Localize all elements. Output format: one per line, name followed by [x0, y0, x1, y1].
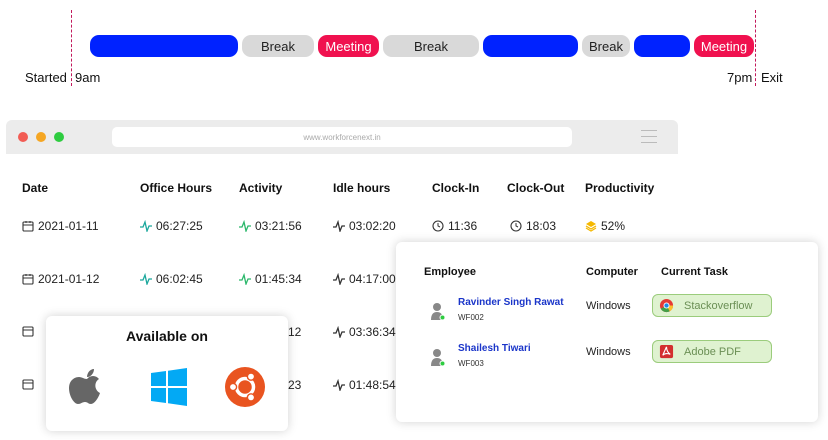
- date-cell: [22, 325, 34, 337]
- idle-hours-value: 03:02:20: [349, 219, 396, 233]
- computer-os: Windows: [586, 346, 631, 358]
- timeline-work-segment: [483, 35, 578, 57]
- column-header-productivity: Productivity: [585, 181, 655, 195]
- computer-header: Computer: [586, 266, 638, 278]
- employee-activity-card: Employee Computer Current Task Ravinder …: [396, 242, 818, 422]
- column-header-clock-out: Clock-Out: [507, 181, 565, 195]
- address-bar[interactable]: www.workforcenext.in: [112, 127, 572, 147]
- minimize-window-button[interactable]: [36, 132, 46, 142]
- pulse-icon: [333, 379, 345, 391]
- activity-cell: 03:21:56: [239, 219, 302, 233]
- available-on-card: Available on: [46, 316, 288, 431]
- office-hours-value: 06:02:45: [156, 272, 203, 286]
- pulse-icon: [140, 220, 152, 232]
- date-cell: [22, 378, 34, 390]
- clock-in-cell: 11:36: [432, 219, 477, 233]
- chrome-icon: [659, 298, 674, 313]
- office-hours-cell: 06:27:25: [140, 219, 203, 233]
- timeline-end-time: 7pm: [727, 70, 753, 85]
- computer-os: Windows: [586, 300, 631, 312]
- activity-cell: 23: [288, 378, 301, 392]
- column-header-clock-in: Clock-In: [432, 181, 480, 195]
- activity-value: 01:45:34: [255, 272, 302, 286]
- timeline-meeting-segment: Meeting: [694, 35, 754, 57]
- employee-name-link[interactable]: Shailesh Tiwari: [458, 343, 531, 354]
- office-hours-cell: 06:02:45: [140, 272, 203, 286]
- column-header-activity: Activity: [239, 181, 283, 195]
- employee-id: WF003: [458, 359, 484, 368]
- timeline-break-segment: Break: [582, 35, 630, 57]
- idle-hours-value: 04:17:00: [349, 272, 396, 286]
- task-label: Adobe PDF: [684, 345, 741, 358]
- calendar-icon: [22, 221, 34, 232]
- current-task-badge[interactable]: Stackoverflow: [652, 294, 772, 317]
- date-cell: 2021-01-12: [22, 272, 99, 286]
- employee-id: WF002: [458, 313, 484, 322]
- timeline-break-segment: Break: [242, 35, 314, 57]
- timeline-start-label: Started: [25, 70, 67, 85]
- office-hours-value: 06:27:25: [156, 219, 203, 233]
- available-on-title: Available on: [126, 328, 208, 344]
- close-window-button[interactable]: [18, 132, 28, 142]
- timeline-break-segment: Break: [383, 35, 479, 57]
- timeline-work-segment: [90, 35, 238, 57]
- date-value: 2021-01-12: [38, 272, 100, 286]
- pulse-icon: [333, 273, 345, 285]
- idle-hours-cell: 01:48:54: [333, 378, 396, 392]
- user-avatar-icon: [431, 303, 446, 321]
- date-cell: 2021-01-11: [22, 219, 99, 233]
- current-task-badge[interactable]: Adobe PDF: [652, 340, 772, 363]
- activity-value: 23: [288, 378, 302, 392]
- idle-hours-value: 03:36:34: [349, 325, 396, 339]
- layers-icon: [585, 221, 597, 232]
- column-header-date: Date: [22, 181, 49, 195]
- browser-toolbar: www.workforcenext.in: [6, 120, 678, 154]
- idle-hours-cell: 03:02:20: [333, 219, 396, 233]
- productivity-value: 52%: [601, 219, 626, 233]
- task-label: Stackoverflow: [684, 299, 753, 312]
- pulse-icon: [333, 326, 345, 338]
- clock-in-value: 11:36: [448, 219, 478, 233]
- idle-hours-cell: 03:36:34: [333, 325, 396, 339]
- timeline-end-label: Exit: [761, 70, 783, 85]
- date-value: 2021-01-11: [38, 219, 99, 233]
- clock-icon: [432, 220, 444, 232]
- idle-hours-value: 01:48:54: [349, 378, 396, 392]
- hamburger-menu-icon[interactable]: [641, 130, 657, 143]
- pulse-icon: [140, 273, 152, 285]
- timeline-work-segment: [634, 35, 690, 57]
- windows-icon[interactable]: [148, 366, 190, 408]
- employee-name-link[interactable]: Ravinder Singh Rawat: [458, 297, 564, 308]
- employee-header: Employee: [424, 266, 476, 278]
- clock-icon: [510, 220, 522, 232]
- pulse-icon: [239, 220, 251, 232]
- calendar-icon: [22, 274, 34, 285]
- activity-cell: 12: [288, 325, 301, 339]
- activity-cell: 01:45:34: [239, 272, 302, 286]
- clock-out-value: 18:03: [526, 219, 557, 233]
- timeline-meeting-segment: Meeting: [318, 35, 379, 57]
- timeline-start-time: 9am: [75, 70, 101, 85]
- adobe-pdf-icon: [659, 344, 674, 359]
- productivity-cell: 52%: [585, 219, 625, 233]
- maximize-window-button[interactable]: [54, 132, 64, 142]
- start-marker-line: [71, 10, 72, 86]
- apple-icon[interactable]: [66, 366, 108, 408]
- idle-hours-cell: 04:17:00: [333, 272, 396, 286]
- activity-value: 12: [288, 325, 302, 339]
- ubuntu-icon[interactable]: [224, 366, 266, 408]
- pulse-icon: [239, 273, 251, 285]
- current-task-header: Current Task: [661, 266, 729, 278]
- end-marker-line: [755, 10, 756, 86]
- calendar-icon: [22, 326, 34, 337]
- column-header-idle-hours: Idle hours: [333, 181, 391, 195]
- user-avatar-icon: [431, 349, 446, 367]
- column-header-office-hours: Office Hours: [140, 181, 213, 195]
- calendar-icon: [22, 379, 34, 390]
- clock-out-cell: 18:03: [510, 219, 556, 233]
- pulse-icon: [333, 220, 345, 232]
- activity-value: 03:21:56: [255, 219, 302, 233]
